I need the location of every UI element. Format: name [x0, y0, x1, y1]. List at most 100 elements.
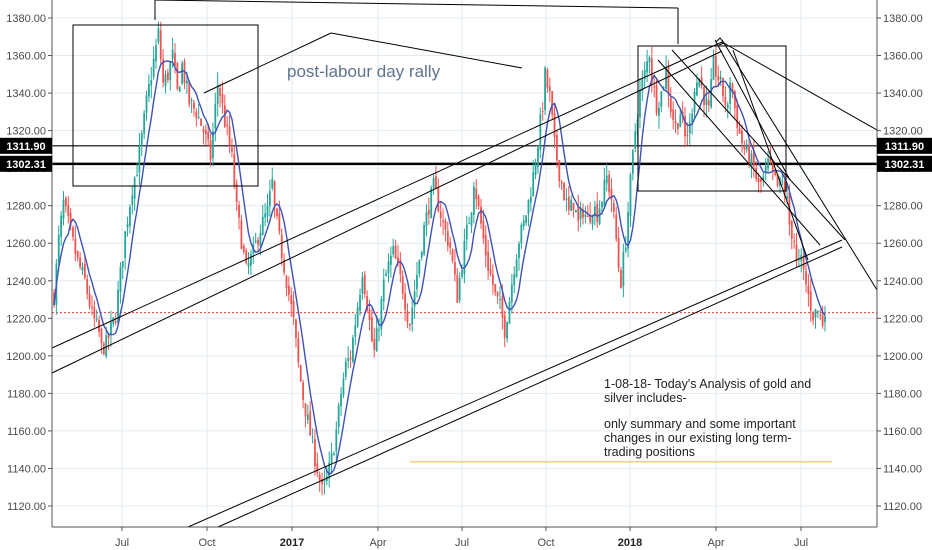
candle-body: [352, 337, 354, 362]
candle-body: [591, 214, 594, 224]
candle-body: [790, 221, 793, 239]
candle-body: [235, 183, 238, 202]
candle-body: [178, 86, 181, 92]
candle-body: [468, 223, 471, 225]
candle-body: [268, 191, 271, 207]
candle-body: [129, 206, 131, 227]
candle-body: [658, 107, 660, 116]
candle-body: [209, 140, 212, 160]
candle-body: [404, 293, 407, 310]
candle-body: [589, 215, 592, 222]
candle-body: [807, 285, 810, 295]
candle-body: [238, 204, 240, 218]
candle-body: [620, 270, 622, 289]
candle-body: [88, 293, 91, 307]
candle-body: [712, 55, 715, 80]
candle-body: [359, 294, 361, 311]
candle-body: [280, 234, 283, 259]
candle-body: [461, 270, 463, 278]
candle-body: [283, 259, 286, 273]
y-tick-label-right: 1120.00: [883, 501, 922, 513]
candle-body: [722, 77, 724, 96]
y-tick-label-left: 1120.00: [7, 501, 46, 513]
candle-body: [176, 62, 179, 89]
x-tick-label: Oct: [198, 537, 215, 549]
candle-body: [451, 250, 454, 261]
candle-body: [674, 121, 677, 124]
y-tick-label-right: 1340.00: [883, 88, 923, 100]
x-tick-label: Apr: [707, 537, 724, 549]
candle-body: [93, 306, 96, 319]
candle-body: [408, 323, 411, 326]
candle-body: [195, 111, 198, 119]
trendline: [721, 39, 878, 291]
candle-body: [98, 319, 100, 332]
candle-body: [333, 453, 335, 456]
candle-body: [67, 204, 70, 216]
candle-body: [366, 296, 369, 311]
analysis-note-line: only summary and some important: [604, 417, 796, 431]
candle-body: [762, 176, 765, 182]
candle-body: [432, 177, 435, 188]
price-badge-label-right: 1311.90: [885, 141, 924, 153]
candle-body: [102, 343, 105, 355]
candle-body: [342, 378, 345, 396]
candle-body: [91, 306, 93, 308]
candle-body: [494, 284, 497, 293]
candle-body: [382, 279, 385, 302]
candle-body: [261, 216, 264, 235]
x-tick-label: Jul: [794, 537, 808, 549]
candle-body: [558, 160, 561, 182]
candle-body: [667, 65, 670, 95]
candle-body: [240, 220, 243, 249]
candle-body: [465, 224, 468, 240]
analysis-note-line: changes in our existing long term-: [604, 431, 792, 445]
candle-body: [354, 325, 357, 337]
candle-body: [522, 220, 525, 227]
x-tick-label: 2018: [618, 537, 642, 549]
candle-body: [691, 113, 694, 123]
candle-body: [736, 105, 739, 128]
candle-body: [733, 91, 736, 109]
candle-body: [695, 82, 698, 96]
candle-body: [793, 240, 796, 242]
x-tick-label: Jul: [115, 537, 129, 549]
candle-body: [266, 205, 269, 217]
candle-body: [757, 177, 760, 183]
candle-body: [700, 77, 703, 87]
candle-body: [717, 76, 720, 81]
candle-body: [774, 169, 777, 175]
candle-body: [705, 97, 708, 105]
candle-body: [532, 172, 535, 196]
candle-body: [392, 246, 395, 255]
candle-body: [370, 317, 373, 341]
candle-body: [501, 296, 504, 318]
candle-body: [650, 58, 653, 84]
candle-body: [572, 202, 575, 210]
candle-body: [287, 285, 290, 295]
candle-body: [214, 103, 217, 129]
candle-body: [508, 301, 511, 324]
candle-body: [316, 463, 319, 474]
candle-body: [60, 215, 63, 237]
candle-body: [515, 259, 518, 278]
candle-body: [100, 328, 103, 343]
candle-body: [482, 220, 485, 239]
y-tick-label-right: 1160.00: [883, 426, 922, 438]
y-tick-label-right: 1180.00: [883, 388, 922, 400]
candle-body: [95, 318, 98, 320]
candle-body: [112, 317, 115, 325]
candle-body: [420, 252, 423, 258]
candle-body: [527, 199, 530, 215]
candle-body: [489, 269, 492, 274]
candle-body: [684, 116, 686, 137]
candle-body: [121, 261, 124, 268]
candle-body: [83, 263, 86, 278]
candle-body: [529, 196, 532, 203]
candle-body: [79, 257, 81, 268]
candle-body: [446, 230, 449, 246]
candle-body: [484, 234, 487, 256]
candle-body: [579, 208, 582, 220]
